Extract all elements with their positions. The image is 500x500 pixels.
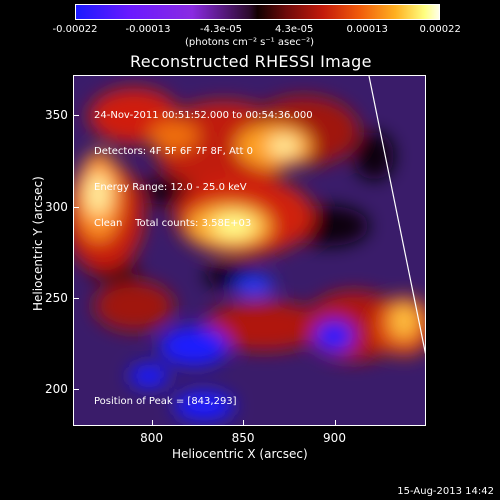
y-tick-label: 200 bbox=[45, 382, 68, 397]
colorbar-tick-label: 0.00013 bbox=[346, 24, 388, 35]
y-tick-mark bbox=[73, 115, 79, 117]
y-axis-label: Heliocentric Y (arcsec) bbox=[31, 176, 45, 311]
footer-date: 15-Aug-2013 14:42 bbox=[397, 486, 494, 497]
colorbar-tick-label: -0.00022 bbox=[52, 24, 98, 35]
x-tick-mark bbox=[151, 420, 153, 426]
y-tick-mark bbox=[73, 389, 79, 391]
x-tick-mark bbox=[243, 420, 245, 426]
colorbar-units-label: (photons cm⁻² s⁻¹ asec⁻²) bbox=[185, 37, 315, 48]
colorbar-tick-label: -0.00013 bbox=[125, 24, 171, 35]
x-axis-label: Heliocentric X (arcsec) bbox=[172, 447, 308, 461]
peak-position-label: Position of Peak = [843,293] bbox=[94, 396, 237, 407]
heatmap-blobs bbox=[74, 88, 425, 421]
y-tick-label: 250 bbox=[45, 291, 68, 306]
chart-title: Reconstructed RHESSI Image bbox=[130, 52, 372, 71]
observation-info: 24-Nov-2011 00:51:52.000 to 00:54:36.000… bbox=[94, 86, 313, 254]
colorbar-tick-label: -4.3e-05 bbox=[200, 24, 242, 35]
x-tick-label: 800 bbox=[140, 431, 164, 445]
heatmap-svg bbox=[74, 76, 425, 421]
annotation-detectors: Detectors: 4F 5F 6F 7F 8F, Att 0 bbox=[94, 146, 254, 157]
colorbar bbox=[75, 4, 440, 20]
x-tick-label: 850 bbox=[231, 431, 255, 445]
annotation-clean-counts: Clean Total counts: 3.58E+03 bbox=[94, 218, 252, 229]
y-tick-mark bbox=[73, 298, 79, 300]
annotation-energy-range: Energy Range: 12.0 - 25.0 keV bbox=[94, 182, 247, 193]
x-tick-mark bbox=[334, 420, 336, 426]
x-tick-label: 900 bbox=[323, 431, 346, 445]
colorbar-tick-label: 4.3e-05 bbox=[275, 24, 314, 35]
annotation-time-range: 24-Nov-2011 00:51:52.000 to 00:54:36.000 bbox=[94, 110, 313, 121]
limb-line bbox=[368, 76, 425, 355]
y-tick-mark bbox=[73, 206, 79, 208]
y-tick-label: 350 bbox=[45, 108, 68, 123]
colorbar-tick-label: 0.00022 bbox=[419, 24, 461, 35]
y-tick-label: 300 bbox=[45, 199, 68, 214]
heatmap-plot: 24-Nov-2011 00:51:52.000 to 00:54:36.000… bbox=[73, 75, 426, 426]
